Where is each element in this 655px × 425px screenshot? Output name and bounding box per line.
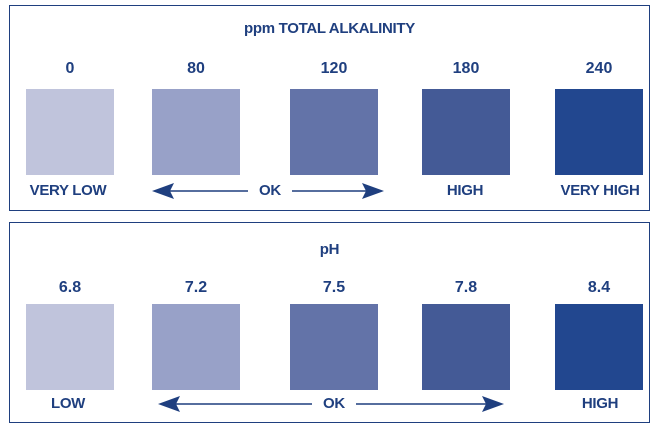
alkalinity-swatch-3 [290, 89, 378, 175]
ph-label-ok: OK [312, 395, 356, 412]
ph-swatch-1 [26, 304, 114, 390]
ph-label-low: LOW [50, 395, 86, 412]
alkalinity-value-2: 80 [187, 60, 205, 77]
alkalinity-label-very-low: VERY LOW [29, 182, 107, 199]
ph-label-high: HIGH [581, 395, 619, 412]
alkalinity-value-5: 240 [585, 60, 613, 77]
ph-value-5: 8.4 [587, 279, 611, 296]
ph-title: pH [319, 241, 340, 258]
alkalinity-swatch-1 [26, 89, 114, 175]
ph-swatch-5 [555, 304, 643, 390]
alkalinity-swatch-4 [422, 89, 510, 175]
ph-swatch-4 [422, 304, 510, 390]
alkalinity-label-very-high: VERY HIGH [560, 182, 640, 199]
ph-value-1: 6.8 [58, 279, 82, 296]
ph-swatch-3 [290, 304, 378, 390]
alkalinity-label-ok: OK [248, 182, 292, 199]
alkalinity-swatch-5 [555, 89, 643, 175]
ph-value-4: 7.8 [454, 279, 478, 296]
alkalinity-value-1: 0 [65, 60, 75, 77]
alkalinity-swatch-2 [152, 89, 240, 175]
alkalinity-title: ppm TOTAL ALKALINITY [244, 20, 415, 37]
ph-value-2: 7.2 [184, 279, 208, 296]
ph-value-3: 7.5 [322, 279, 346, 296]
alkalinity-value-4: 180 [452, 60, 480, 77]
alkalinity-label-high: HIGH [446, 182, 484, 199]
ph-swatch-2 [152, 304, 240, 390]
alkalinity-value-3: 120 [320, 60, 348, 77]
ph-panel: pH 6.8 7.2 7.5 7.8 8.4 LOW OK HIGH [9, 222, 650, 423]
alkalinity-panel: ppm TOTAL ALKALINITY 0 80 120 180 240 VE… [9, 5, 650, 211]
ph-ok-arrow [158, 396, 504, 412]
